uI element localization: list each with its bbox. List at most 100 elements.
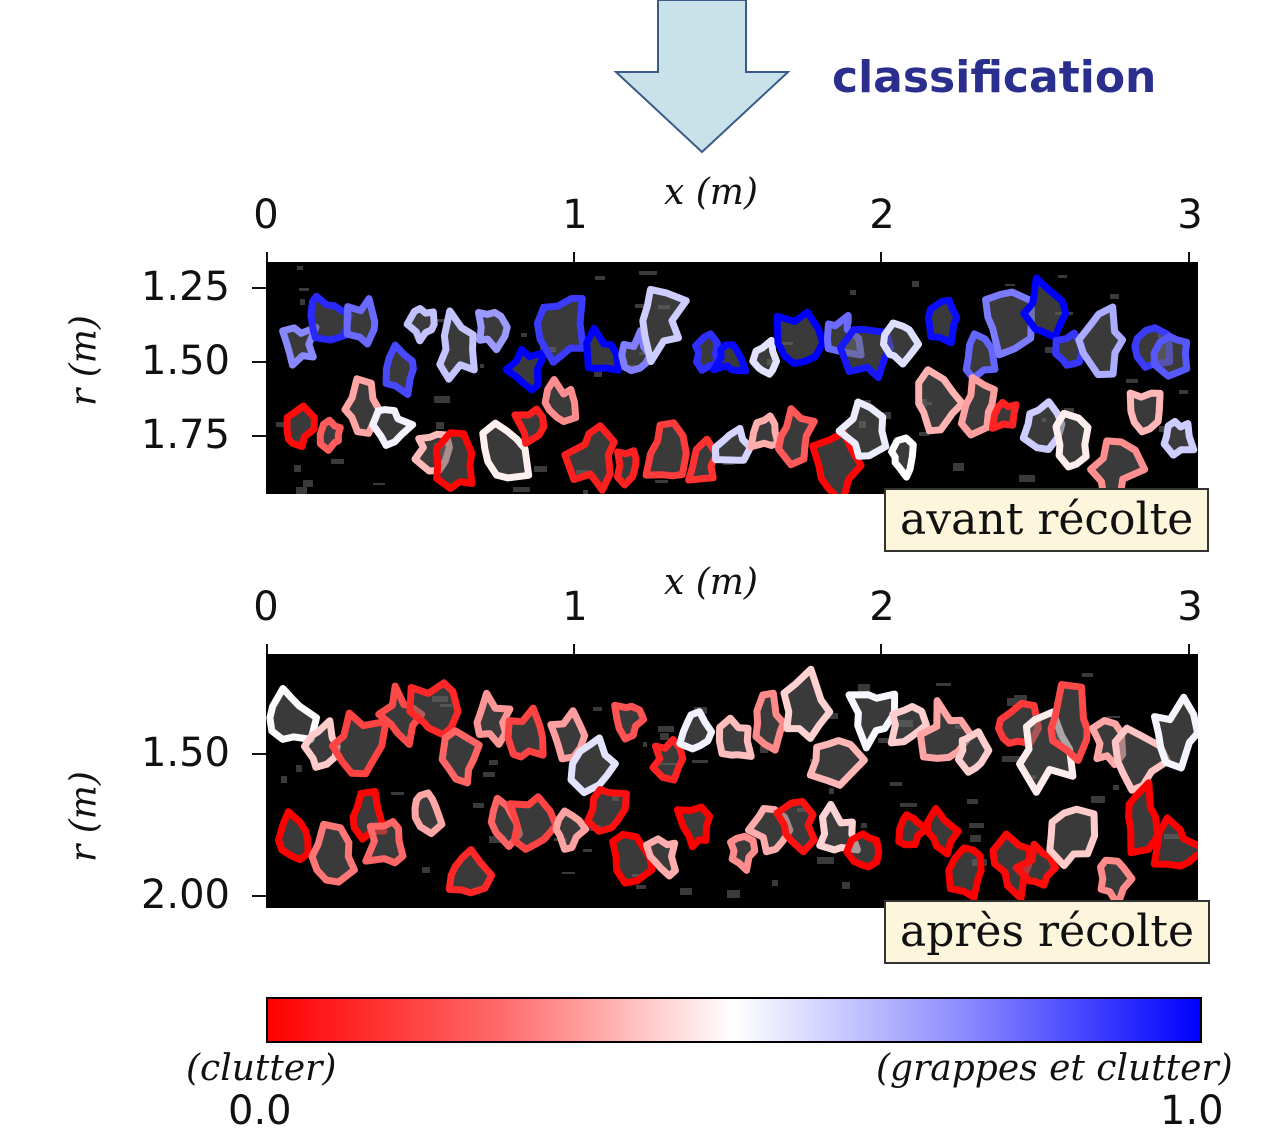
cluster-contour	[676, 708, 716, 753]
cluster-contour	[1151, 693, 1198, 772]
cluster-contour	[1126, 389, 1164, 436]
x-tick: 1	[562, 192, 588, 238]
noise-speck	[969, 823, 984, 828]
colorbar	[266, 997, 1202, 1043]
noise-speck	[890, 782, 902, 786]
cluster-contour	[1052, 329, 1086, 369]
noise-speck	[489, 836, 506, 843]
noise-speck	[521, 333, 527, 337]
cluster-contour	[316, 416, 344, 454]
noise-speck	[297, 266, 303, 270]
echo-blob	[1154, 336, 1187, 377]
echo-blob	[810, 740, 865, 786]
noise-speck	[900, 803, 917, 807]
noise-speck	[594, 369, 602, 377]
classification-label: classification	[832, 52, 1157, 103]
cluster-contour	[473, 689, 514, 748]
noise-speck	[1113, 785, 1119, 790]
noise-speck	[422, 867, 430, 873]
echo-blob	[719, 718, 752, 757]
noise-speck	[878, 738, 895, 743]
cluster-contour	[375, 682, 426, 748]
cluster-contour	[880, 319, 922, 368]
down-arrow-icon	[613, 0, 791, 154]
cluster-contour	[341, 375, 383, 437]
echo-blob	[777, 312, 823, 364]
cluster-contour	[888, 434, 917, 481]
noise-speck	[829, 788, 834, 794]
cluster-contour	[283, 402, 318, 450]
noise-speck	[912, 281, 919, 287]
noise-speck	[655, 480, 668, 483]
noise-speck	[473, 803, 484, 808]
cluster-contour	[1097, 856, 1136, 908]
noise-speck	[1107, 716, 1120, 718]
cluster-contour	[382, 341, 417, 398]
noise-speck	[1159, 426, 1169, 432]
echo-blob	[642, 289, 687, 362]
noise-speck	[953, 463, 964, 471]
noise-speck	[513, 487, 530, 492]
noise-speck	[639, 271, 657, 275]
noise-speck	[299, 288, 309, 291]
noise-speck	[1014, 695, 1027, 703]
noise-speck	[583, 490, 588, 494]
x-tick: 3	[1177, 192, 1203, 238]
noise-speck	[434, 396, 450, 403]
echo-blob	[646, 422, 687, 476]
cluster-contour	[436, 307, 478, 383]
cluster-contour	[715, 714, 755, 760]
noise-speck	[1179, 390, 1188, 394]
noise-speck	[1007, 698, 1020, 706]
noise-speck	[970, 835, 981, 842]
cluster-contour	[1150, 814, 1198, 870]
cluster-contour	[639, 285, 690, 366]
cluster-contour	[609, 830, 656, 887]
cluster-contour	[843, 830, 883, 871]
cluster-contour	[266, 685, 320, 743]
noise-speck	[692, 760, 708, 763]
echo-blob	[310, 296, 350, 341]
noise-speck	[300, 299, 305, 305]
echo-blob	[482, 423, 529, 478]
x-tick: 0	[253, 584, 279, 630]
echo-blob	[840, 329, 891, 378]
echo-blob	[269, 688, 317, 740]
noise-speck	[967, 799, 978, 804]
cluster-contour	[275, 808, 312, 864]
x-tick: 2	[869, 584, 895, 630]
y-tick: 1.75	[140, 412, 230, 458]
noise-speck	[331, 459, 344, 464]
cluster-contour	[775, 405, 818, 469]
echo-blob	[621, 330, 650, 371]
y-tick: 1.50	[140, 338, 230, 384]
cluster-contour	[727, 832, 759, 874]
noise-speck	[595, 276, 605, 280]
y-tick: 1.50	[140, 730, 230, 776]
noise-speck	[296, 487, 307, 494]
echo-blob	[891, 706, 927, 743]
cluster-contour	[611, 701, 648, 743]
cluster-contour	[406, 679, 462, 739]
noise-speck	[636, 885, 646, 889]
cluster-contour	[835, 398, 890, 460]
x-tick: 3	[1177, 584, 1203, 630]
cluster-contour	[552, 807, 590, 853]
cluster-contour	[1020, 274, 1070, 341]
y-axis-label: r (m)	[63, 315, 105, 406]
noise-speck	[1019, 475, 1035, 482]
noise-speck	[303, 480, 313, 487]
noise-speck	[281, 776, 287, 783]
cluster-contour	[403, 305, 438, 345]
cluster-contour	[1012, 840, 1059, 889]
annotation-after: après récolte	[884, 900, 1211, 964]
colorbar-max-tick: 1.0	[1160, 1088, 1224, 1134]
cluster-contour	[1019, 398, 1066, 453]
cluster-contour	[712, 424, 754, 464]
echo-blob	[1154, 817, 1198, 867]
noise-speck	[436, 422, 444, 429]
cluster-contour	[1052, 409, 1092, 471]
cluster-contour	[673, 803, 713, 851]
cluster-contour	[445, 846, 496, 897]
echo-blob	[839, 402, 886, 457]
